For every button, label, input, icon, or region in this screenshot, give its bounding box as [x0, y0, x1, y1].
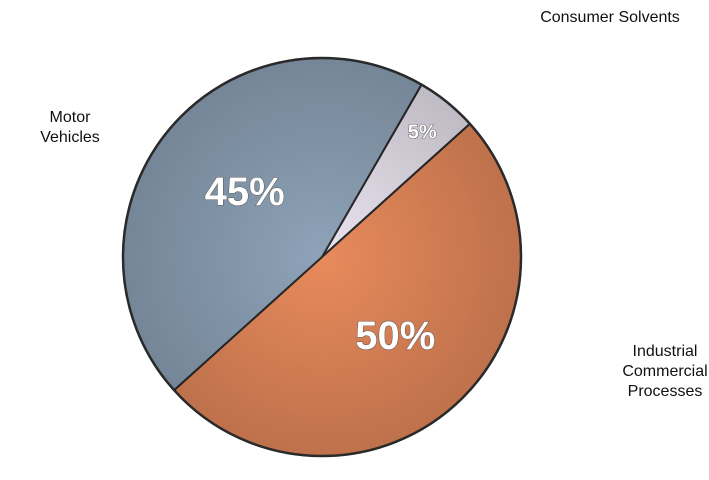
value-label: 45%: [205, 170, 285, 214]
value-label: 5%: [408, 122, 437, 144]
category-label: Industrial Commercial Processes: [622, 343, 708, 400]
pie-shade: [121, 56, 523, 458]
category-label: Motor Vehicles: [40, 109, 100, 146]
category-label: Consumer Solvents: [540, 9, 680, 26]
value-label: 50%: [355, 314, 435, 358]
